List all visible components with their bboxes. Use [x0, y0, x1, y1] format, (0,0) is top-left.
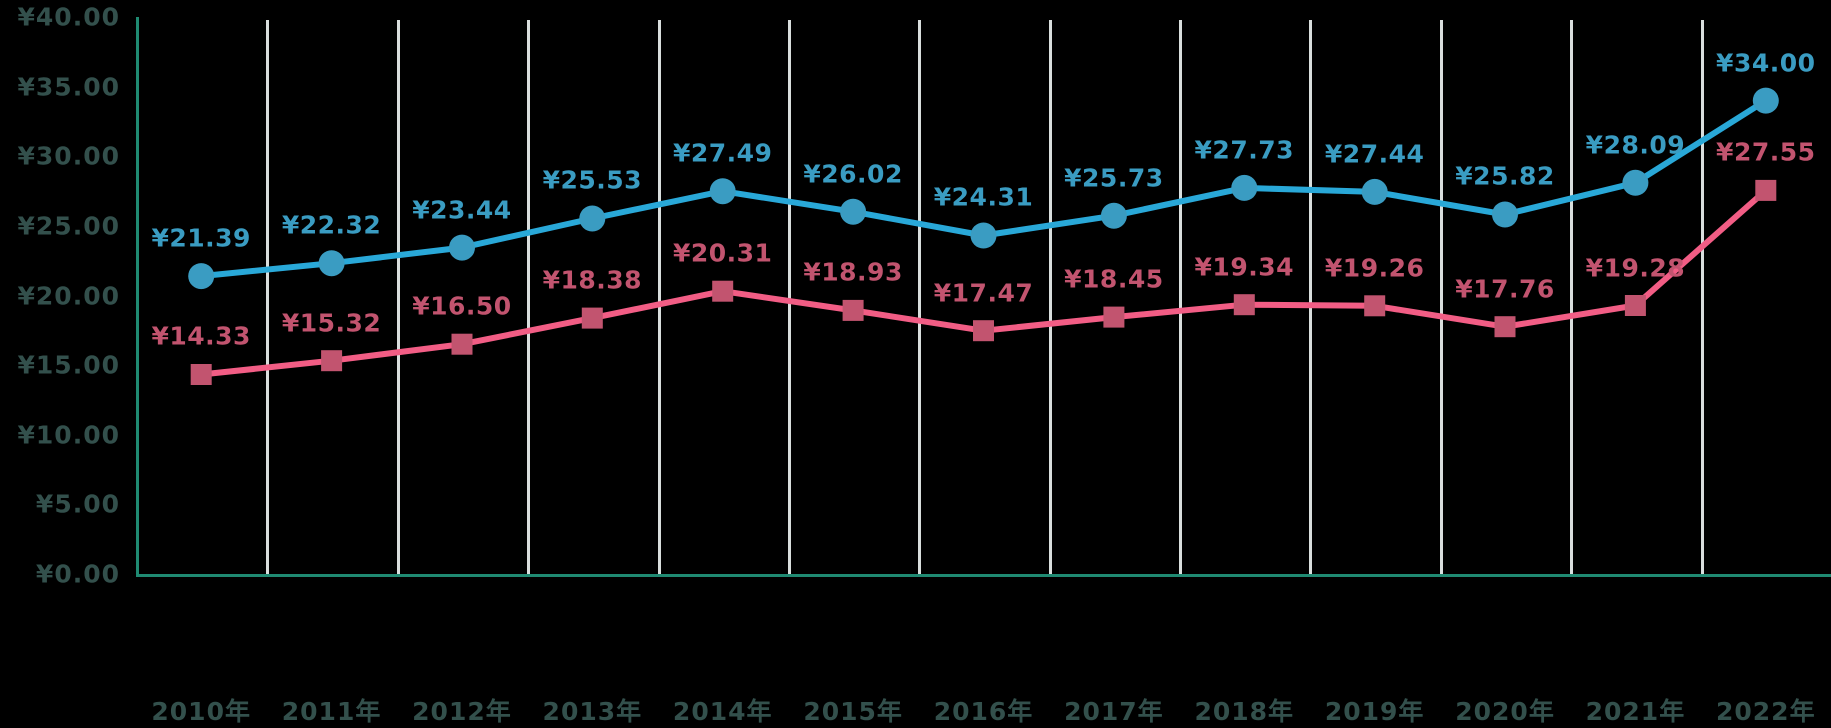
- y-axis-tick-label: ¥30.00: [17, 141, 120, 171]
- data-point-marker-circle[interactable]: [709, 178, 736, 205]
- data-point-marker-square[interactable]: [712, 280, 734, 302]
- x-axis-line: [136, 574, 1831, 577]
- data-point-marker-square[interactable]: [1103, 306, 1125, 328]
- data-point-label: ¥20.31: [672, 238, 773, 268]
- x-axis-tick-label: 2016年: [933, 697, 1034, 726]
- y-axis-tick-label: ¥25.00: [17, 211, 120, 241]
- data-point-marker-circle[interactable]: [579, 205, 606, 232]
- data-point-label: ¥25.73: [1064, 163, 1164, 193]
- data-point-label: ¥18.38: [542, 265, 643, 295]
- data-point-marker-circle[interactable]: [1622, 169, 1649, 196]
- data-point-label: ¥27.73: [1194, 135, 1295, 165]
- data-point-marker-square[interactable]: [1233, 294, 1255, 316]
- gridline: [1570, 20, 1574, 574]
- data-point-label: ¥17.47: [933, 278, 1034, 308]
- data-point-marker-circle[interactable]: [1752, 87, 1779, 114]
- data-point-label: ¥28.09: [1585, 130, 1686, 160]
- data-point-marker-square[interactable]: [321, 350, 343, 372]
- data-point-label: ¥25.53: [542, 165, 643, 195]
- x-axis-tick-label: 2012年: [412, 697, 512, 726]
- data-point-marker-square[interactable]: [973, 320, 994, 342]
- gridline: [266, 20, 270, 574]
- data-point-marker-square[interactable]: [1364, 295, 1386, 317]
- data-point-marker-square[interactable]: [842, 299, 864, 321]
- y-axis-tick-label: ¥0.00: [35, 559, 120, 589]
- y-axis-tick-label: ¥40.00: [17, 2, 120, 32]
- data-point-label: ¥19.28: [1585, 253, 1686, 283]
- x-axis-tick-label: 2011年: [281, 697, 382, 726]
- data-point-marker-circle[interactable]: [318, 250, 345, 277]
- x-axis-tick-label: 2020年: [1455, 697, 1555, 726]
- data-point-marker-square[interactable]: [1494, 316, 1516, 338]
- y-axis-line: [136, 17, 139, 577]
- data-point-label: ¥17.76: [1455, 274, 1555, 304]
- data-point-label: ¥19.34: [1194, 252, 1295, 282]
- data-point-marker-circle[interactable]: [188, 263, 215, 290]
- gridline: [657, 20, 661, 574]
- x-axis-tick-label: 2010年: [151, 697, 251, 726]
- x-axis-tick-label: 2014年: [672, 697, 773, 726]
- data-point-marker-circle[interactable]: [449, 234, 475, 261]
- data-point-marker-circle[interactable]: [1361, 178, 1388, 205]
- data-point-marker-circle[interactable]: [970, 222, 997, 249]
- data-point-label: ¥27.44: [1324, 139, 1425, 169]
- data-point-label: ¥23.44: [412, 195, 512, 225]
- x-axis-tick-label: 2017年: [1064, 697, 1164, 726]
- data-point-marker-circle[interactable]: [1492, 201, 1518, 228]
- data-point-marker-circle[interactable]: [1100, 202, 1127, 229]
- y-axis-tick-label: ¥35.00: [17, 72, 120, 102]
- gridline: [1309, 20, 1313, 574]
- data-point-label: ¥19.26: [1324, 253, 1425, 283]
- gridline: [396, 20, 400, 574]
- x-axis-tick-label: 2013年: [542, 697, 643, 726]
- x-axis-tick-label: 2021年: [1585, 697, 1686, 726]
- x-axis-tick-label: 2019年: [1324, 697, 1425, 726]
- data-point-label: ¥16.50: [412, 291, 512, 321]
- data-point-marker-square[interactable]: [1624, 295, 1646, 316]
- y-axis-tick-label: ¥5.00: [35, 489, 120, 519]
- y-axis-tick-label: ¥10.00: [17, 420, 120, 450]
- x-axis-tick-label: 2015年: [803, 697, 903, 726]
- x-axis-tick-label: 2018年: [1194, 697, 1295, 726]
- data-point-label: ¥27.49: [672, 138, 773, 168]
- data-point-marker-square[interactable]: [581, 307, 603, 329]
- data-point-label: ¥34.00: [1716, 48, 1816, 78]
- data-point-marker-circle[interactable]: [840, 198, 867, 225]
- data-point-marker-square[interactable]: [451, 333, 473, 355]
- data-point-label: ¥21.39: [151, 223, 251, 253]
- data-point-marker-square[interactable]: [1755, 179, 1777, 201]
- data-point-label: ¥25.82: [1455, 161, 1555, 191]
- data-point-marker-circle[interactable]: [1231, 174, 1258, 201]
- data-point-marker-square[interactable]: [190, 364, 212, 385]
- data-point-label: ¥15.32: [281, 308, 382, 338]
- gridline: [1700, 20, 1704, 574]
- y-axis-tick-label: ¥20.00: [17, 281, 120, 310]
- data-point-label: ¥18.45: [1064, 264, 1164, 294]
- gridline: [1439, 20, 1443, 574]
- gridline: [1179, 20, 1183, 574]
- data-point-label: ¥27.55: [1716, 137, 1816, 167]
- gridline: [918, 20, 922, 574]
- data-point-label: ¥26.02: [803, 159, 903, 189]
- y-axis-tick-labels: ¥40.00 ¥35.00 ¥30.00 ¥25.00 ¥20.00 ¥15.00 ¥10.…: [0, 0, 120, 728]
- data-point-label: ¥22.32: [281, 210, 382, 240]
- gridline: [787, 20, 791, 574]
- data-point-label: ¥18.93: [803, 257, 903, 287]
- gridline: [527, 20, 531, 574]
- gridline: [1048, 20, 1052, 574]
- x-axis-tick-label: 2022年: [1716, 697, 1816, 726]
- y-axis-tick-label: ¥15.00: [17, 350, 120, 380]
- data-point-label: ¥24.31: [933, 182, 1034, 212]
- data-point-label: ¥14.33: [151, 321, 251, 351]
